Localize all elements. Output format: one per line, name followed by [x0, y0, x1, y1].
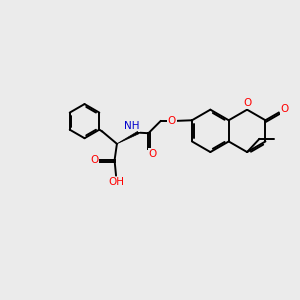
- Text: O: O: [148, 149, 157, 159]
- Text: NH: NH: [124, 121, 140, 131]
- Text: O: O: [168, 116, 176, 126]
- Text: O: O: [280, 104, 288, 114]
- Text: O: O: [90, 155, 99, 165]
- Text: OH: OH: [109, 177, 124, 187]
- Polygon shape: [117, 131, 139, 144]
- Text: O: O: [243, 98, 251, 108]
